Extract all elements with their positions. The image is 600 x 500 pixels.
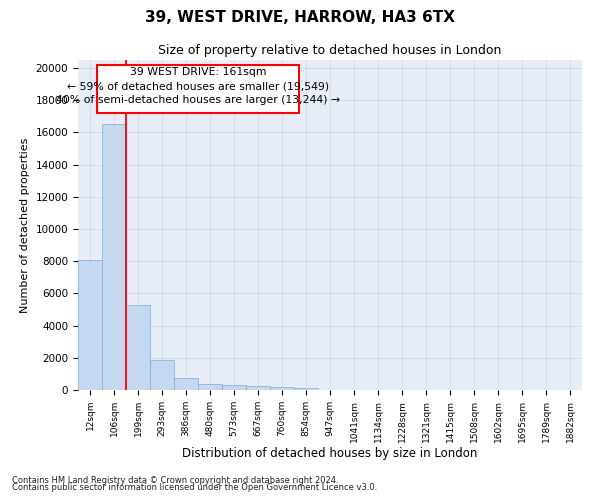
Title: Size of property relative to detached houses in London: Size of property relative to detached ho… xyxy=(158,44,502,58)
Text: Contains public sector information licensed under the Open Government Licence v3: Contains public sector information licen… xyxy=(12,484,377,492)
Bar xyxy=(198,384,222,390)
FancyBboxPatch shape xyxy=(97,65,299,113)
Bar xyxy=(294,388,318,390)
Bar xyxy=(246,386,270,390)
Text: 39 WEST DRIVE: 161sqm
← 59% of detached houses are smaller (19,549)
40% of semi-: 39 WEST DRIVE: 161sqm ← 59% of detached … xyxy=(56,67,340,105)
Bar xyxy=(222,385,246,390)
Bar xyxy=(102,124,126,390)
Bar xyxy=(126,304,150,390)
X-axis label: Distribution of detached houses by size in London: Distribution of detached houses by size … xyxy=(182,448,478,460)
Bar xyxy=(270,387,294,390)
Y-axis label: Number of detached properties: Number of detached properties xyxy=(20,138,30,312)
Bar xyxy=(78,260,102,390)
Bar xyxy=(174,378,198,390)
Bar xyxy=(150,360,174,390)
Text: 39, WEST DRIVE, HARROW, HA3 6TX: 39, WEST DRIVE, HARROW, HA3 6TX xyxy=(145,10,455,25)
Text: Contains HM Land Registry data © Crown copyright and database right 2024.: Contains HM Land Registry data © Crown c… xyxy=(12,476,338,485)
